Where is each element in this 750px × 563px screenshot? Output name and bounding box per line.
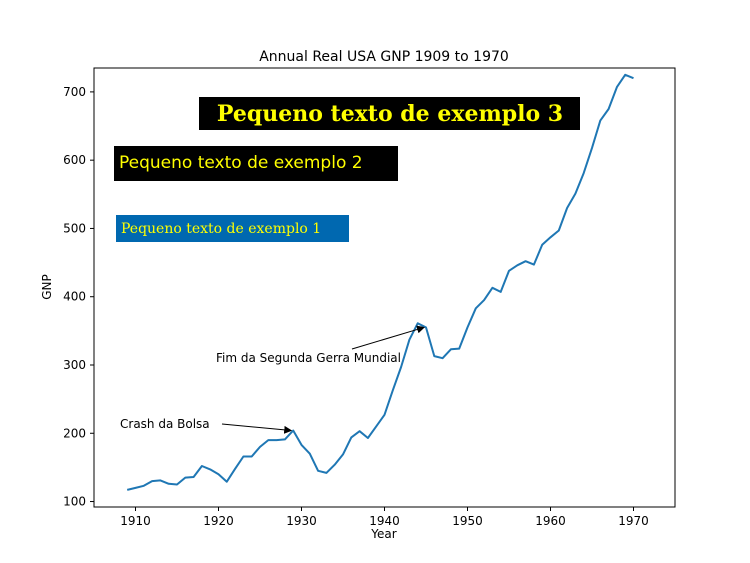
y-tick-label: 500 <box>63 221 86 235</box>
plot-frame <box>93 67 676 508</box>
text-box-2-background <box>114 146 398 181</box>
text-box-1-background <box>116 215 349 242</box>
annotation-wwii-text: Fim da Segunda Gerra Mundial <box>216 351 401 365</box>
x-tick-label: 1950 <box>452 514 483 528</box>
y-tick-label: 100 <box>63 495 86 509</box>
text-box-2: Pequeno texto de exemplo 2 <box>114 146 398 181</box>
x-axis-label: Year <box>370 527 396 541</box>
annotation-wwii-end: Fim da Segunda Gerra Mundial <box>216 325 425 365</box>
annotation-crash: Crash da Bolsa <box>120 417 293 434</box>
y-axis-ticks: 100 200 300 400 500 600 700 <box>63 85 94 509</box>
y-tick-label: 400 <box>63 290 86 304</box>
y-tick-label: 600 <box>63 153 86 167</box>
x-tick-label: 1930 <box>286 514 317 528</box>
chart-title: Annual Real USA GNP 1909 to 1970 <box>259 49 509 65</box>
y-tick-label: 200 <box>63 426 86 440</box>
x-axis-ticks: 1910 1920 1930 1940 1950 1960 1970 <box>120 507 649 528</box>
x-tick-label: 1970 <box>618 514 649 528</box>
annotation-crash-text: Crash da Bolsa <box>120 417 210 431</box>
text-box-3-background <box>199 97 580 130</box>
annotation-arrow <box>351 325 425 350</box>
y-tick-label: 700 <box>63 85 86 99</box>
text-box-1: Pequeno texto de exemplo 1 <box>116 215 349 242</box>
gnp-series-line <box>126 73 634 491</box>
annotation-arrow <box>221 423 293 434</box>
text-box-1-label: Pequeno texto de exemplo 1 <box>121 221 321 237</box>
text-box-3-label: Pequeno texto de exemplo 3 <box>217 101 563 127</box>
text-box-3: Pequeno texto de exemplo 3 <box>199 97 580 130</box>
text-box-2-label: Pequeno texto de exemplo 2 <box>119 153 363 173</box>
x-tick-label: 1910 <box>120 514 151 528</box>
x-tick-label: 1920 <box>203 514 234 528</box>
y-axis-label: GNP <box>40 274 54 300</box>
x-tick-label: 1960 <box>535 514 566 528</box>
y-tick-label: 300 <box>63 358 86 372</box>
x-tick-label: 1940 <box>369 514 400 528</box>
